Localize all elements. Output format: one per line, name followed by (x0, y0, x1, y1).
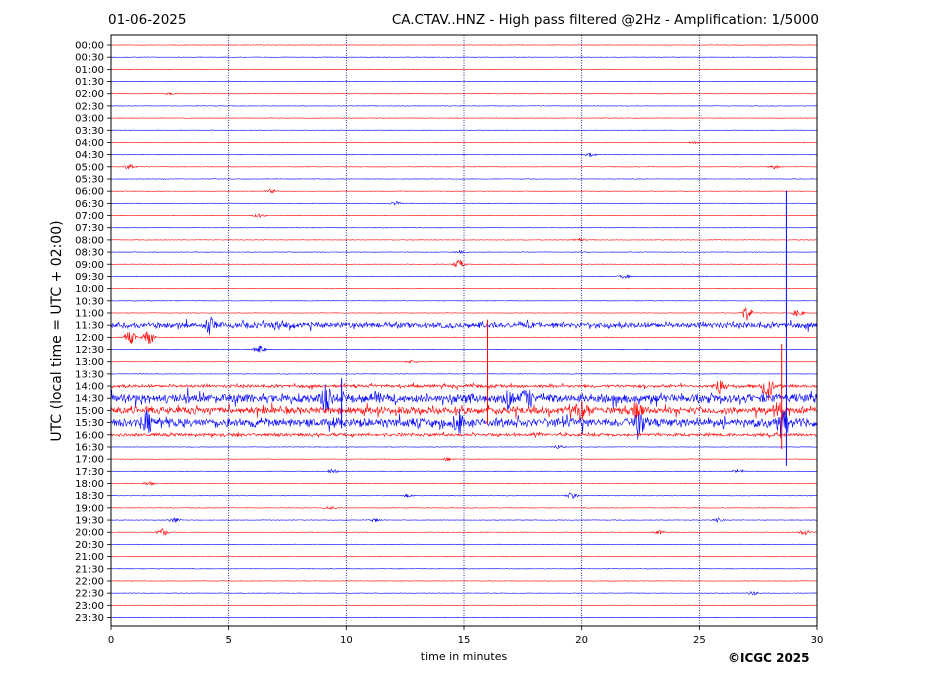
trace-05:30 (110, 178, 817, 180)
y-tick-label: 17:30 (75, 467, 104, 478)
y-tick-label: 12:30 (75, 345, 104, 356)
y-tick-label: 14:00 (75, 382, 104, 393)
trace-21:00 (110, 555, 817, 558)
y-tick-label: 05:00 (75, 162, 104, 173)
y-tick-label: 18:30 (75, 491, 104, 502)
copyright-label: ©ICGC 2025 (728, 651, 810, 665)
y-tick-label: 08:30 (75, 248, 104, 259)
y-tick-label: 03:00 (75, 114, 104, 125)
y-tick-label: 05:30 (75, 174, 104, 185)
trace-13:30 (110, 373, 817, 375)
trace-12:30 (110, 345, 817, 353)
x-tick-label: 5 (225, 635, 231, 646)
y-tick-label: 20:00 (75, 528, 104, 539)
y-tick-label: 16:00 (75, 430, 104, 441)
y-tick-label: 11:00 (75, 308, 104, 319)
y-tick-label: 19:30 (75, 516, 104, 527)
trace-21:30 (110, 568, 817, 570)
y-tick-label: 21:00 (75, 552, 104, 563)
y-tick-label: 23:30 (75, 613, 104, 624)
y-tick-label: 06:00 (75, 187, 104, 198)
y-tick-label: 06:30 (75, 199, 104, 210)
y-tick-label: 04:30 (75, 150, 104, 161)
y-tick-label: 10:00 (75, 284, 104, 295)
x-tick-label: 15 (458, 635, 471, 646)
grid-group (228, 35, 700, 626)
trace-01:30 (110, 80, 817, 83)
y-tick-label: 07:00 (75, 211, 104, 222)
y-tick-label: 12:00 (75, 333, 104, 344)
trace-05:00 (110, 164, 817, 170)
y-tick-label: 22:30 (75, 589, 104, 600)
trace-01:00 (110, 68, 817, 71)
y-tick-label: 02:30 (75, 101, 104, 112)
y-tick-label: 04:00 (75, 138, 104, 149)
y-tick-label: 01:00 (75, 65, 104, 76)
trace-04:30 (110, 152, 817, 158)
y-tick-label: 07:30 (75, 223, 104, 234)
y-tick-label: 22:00 (75, 576, 104, 587)
y-tick-label: 23:00 (75, 601, 104, 612)
y-tick-label: 13:00 (75, 357, 104, 368)
x-tick-label: 30 (811, 635, 824, 646)
y-tick-label: 14:30 (75, 394, 104, 405)
y-tick-label: 20:30 (75, 540, 104, 551)
y-tick-label: 00:30 (75, 53, 104, 64)
trace-06:00 (110, 188, 817, 194)
trace-10:00 (110, 287, 817, 290)
x-axis-label: time in minutes (420, 650, 508, 663)
x-tick-label: 20 (575, 635, 588, 646)
trace-09:00 (110, 259, 817, 268)
trace-17:30 (110, 468, 817, 474)
trace-09:30 (110, 274, 817, 279)
x-tick-label: 25 (693, 635, 706, 646)
y-tick-label: 03:30 (75, 126, 104, 137)
y-tick-label: 16:30 (75, 442, 104, 453)
trace-16:30 (110, 444, 817, 450)
trace-20:30 (110, 543, 817, 546)
y-tick-label: 10:30 (75, 296, 104, 307)
chart-title: CA.CTAV..HNZ - High pass filtered @2Hz -… (391, 12, 819, 28)
y-tick-label: 08:00 (75, 235, 104, 246)
y-tick-label: 15:30 (75, 418, 104, 429)
y-tick-label: 09:30 (75, 272, 104, 283)
y-tick-label: 18:00 (75, 479, 104, 490)
x-tick-label: 10 (340, 635, 353, 646)
y-tick-label: 11:30 (75, 321, 104, 332)
y-tick-label: 02:00 (75, 89, 104, 100)
x-tick-label: 0 (108, 635, 114, 646)
y-tick-label: 21:30 (75, 564, 104, 575)
y-tick-label: 15:00 (75, 406, 104, 417)
trace-00:30 (110, 56, 817, 58)
trace-13:00 (110, 359, 817, 364)
date-label: 01-06-2025 (108, 12, 187, 28)
trace-02:00 (110, 91, 817, 96)
y-tick-label: 13:30 (75, 369, 104, 380)
y-tick-label: 01:30 (75, 77, 104, 88)
y-tick-label: 00:00 (75, 41, 104, 52)
y-tick-label: 09:00 (75, 260, 104, 271)
trace-17:00 (110, 456, 817, 462)
trace-20:00 (110, 528, 817, 536)
y-tick-label: 19:00 (75, 503, 104, 514)
trace-11:00 (110, 307, 817, 321)
y-tick-label: 17:00 (75, 455, 104, 466)
